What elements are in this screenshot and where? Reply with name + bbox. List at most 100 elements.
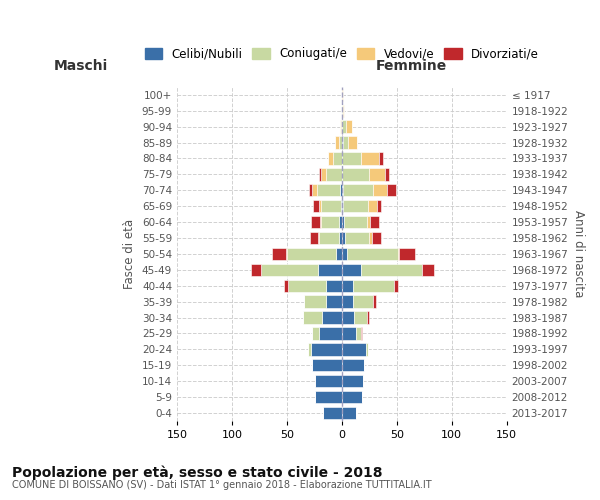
Bar bbox=[341, 120, 342, 133]
Bar bbox=[361, 152, 379, 164]
Bar bbox=[422, 264, 434, 276]
Bar bbox=[367, 312, 370, 324]
Bar bbox=[311, 216, 320, 228]
Bar bbox=[373, 296, 376, 308]
Bar bbox=[310, 232, 317, 244]
Bar bbox=[342, 104, 343, 117]
Bar bbox=[316, 391, 342, 404]
Bar bbox=[342, 248, 347, 260]
Bar bbox=[398, 248, 399, 260]
Bar bbox=[342, 296, 353, 308]
Bar bbox=[342, 407, 356, 419]
Bar bbox=[347, 248, 398, 260]
Bar bbox=[342, 343, 366, 355]
Bar bbox=[342, 391, 362, 404]
Bar bbox=[319, 168, 321, 180]
Text: Maschi: Maschi bbox=[54, 60, 109, 74]
Y-axis label: Fasce di età: Fasce di età bbox=[124, 219, 136, 289]
Bar bbox=[370, 216, 379, 228]
Bar bbox=[312, 328, 319, 340]
Bar bbox=[353, 296, 373, 308]
Bar bbox=[342, 136, 343, 148]
Bar bbox=[343, 184, 373, 196]
Bar bbox=[343, 136, 349, 148]
Bar bbox=[312, 184, 317, 196]
Bar bbox=[317, 264, 342, 276]
Bar bbox=[343, 104, 344, 117]
Bar bbox=[321, 216, 338, 228]
Bar bbox=[309, 184, 312, 196]
Bar bbox=[326, 296, 342, 308]
Bar bbox=[316, 375, 342, 388]
Bar bbox=[341, 200, 342, 212]
Bar bbox=[353, 280, 394, 292]
Bar bbox=[342, 120, 346, 133]
Bar bbox=[366, 343, 368, 355]
Bar bbox=[385, 168, 389, 180]
Bar bbox=[342, 328, 356, 340]
Bar bbox=[286, 248, 287, 260]
Bar bbox=[304, 296, 326, 308]
Bar bbox=[377, 200, 382, 212]
Text: COMUNE DI BOISSANO (SV) - Dati ISTAT 1° gennaio 2018 - Elaborazione TUTTITALIA.I: COMUNE DI BOISSANO (SV) - Dati ISTAT 1° … bbox=[12, 480, 431, 490]
Bar bbox=[342, 184, 343, 196]
Bar bbox=[342, 168, 370, 180]
Bar bbox=[387, 184, 396, 196]
Text: Popolazione per età, sesso e stato civile - 2018: Popolazione per età, sesso e stato civil… bbox=[12, 465, 383, 479]
Bar bbox=[313, 200, 319, 212]
Bar bbox=[371, 232, 382, 244]
Bar bbox=[368, 200, 377, 212]
Bar bbox=[354, 312, 367, 324]
Bar bbox=[342, 152, 361, 164]
Bar bbox=[342, 88, 343, 101]
Bar bbox=[399, 248, 415, 260]
Bar bbox=[361, 264, 422, 276]
Bar bbox=[373, 184, 387, 196]
Bar bbox=[340, 120, 341, 133]
Legend: Celibi/Nubili, Coniugati/e, Vedovi/e, Divorziati/e: Celibi/Nubili, Coniugati/e, Vedovi/e, Di… bbox=[140, 42, 544, 65]
Bar bbox=[342, 232, 345, 244]
Y-axis label: Anni di nascita: Anni di nascita bbox=[572, 210, 585, 298]
Bar bbox=[287, 248, 337, 260]
Bar bbox=[333, 152, 342, 164]
Bar bbox=[367, 216, 370, 228]
Bar bbox=[319, 232, 338, 244]
Bar bbox=[251, 264, 260, 276]
Bar bbox=[338, 232, 342, 244]
Bar bbox=[317, 232, 319, 244]
Bar bbox=[370, 232, 371, 244]
Bar bbox=[337, 248, 342, 260]
Bar bbox=[319, 328, 342, 340]
Bar bbox=[342, 375, 363, 388]
Bar bbox=[320, 216, 321, 228]
Bar bbox=[343, 200, 368, 212]
Bar bbox=[326, 168, 342, 180]
Bar bbox=[326, 280, 342, 292]
Bar bbox=[335, 136, 338, 148]
Bar bbox=[323, 407, 342, 419]
Bar bbox=[340, 184, 342, 196]
Bar bbox=[321, 200, 341, 212]
Bar bbox=[342, 359, 364, 372]
Bar bbox=[317, 184, 340, 196]
Bar bbox=[342, 216, 344, 228]
Bar bbox=[322, 312, 342, 324]
Bar bbox=[304, 312, 322, 324]
Bar bbox=[342, 264, 361, 276]
Bar bbox=[338, 216, 342, 228]
Bar bbox=[344, 216, 367, 228]
Bar bbox=[342, 280, 353, 292]
Bar bbox=[288, 280, 326, 292]
Bar bbox=[345, 232, 370, 244]
Bar bbox=[342, 312, 354, 324]
Bar bbox=[328, 152, 333, 164]
Bar bbox=[342, 200, 343, 212]
Bar bbox=[284, 280, 288, 292]
Bar bbox=[312, 359, 342, 372]
Bar bbox=[379, 152, 383, 164]
Bar bbox=[349, 136, 357, 148]
Bar bbox=[356, 328, 361, 340]
Bar bbox=[338, 136, 342, 148]
Bar bbox=[361, 328, 362, 340]
Bar bbox=[370, 168, 385, 180]
